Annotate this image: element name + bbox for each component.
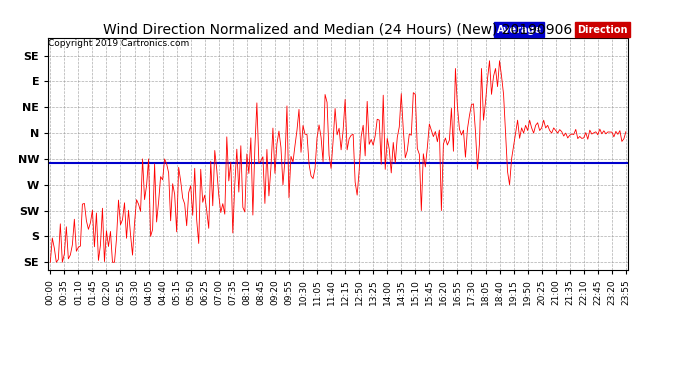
Title: Wind Direction Normalized and Median (24 Hours) (New) 20190906: Wind Direction Normalized and Median (24… [104,22,573,36]
Text: Average: Average [497,25,542,35]
Text: Direction: Direction [578,25,628,35]
Text: Copyright 2019 Cartronics.com: Copyright 2019 Cartronics.com [48,39,190,48]
